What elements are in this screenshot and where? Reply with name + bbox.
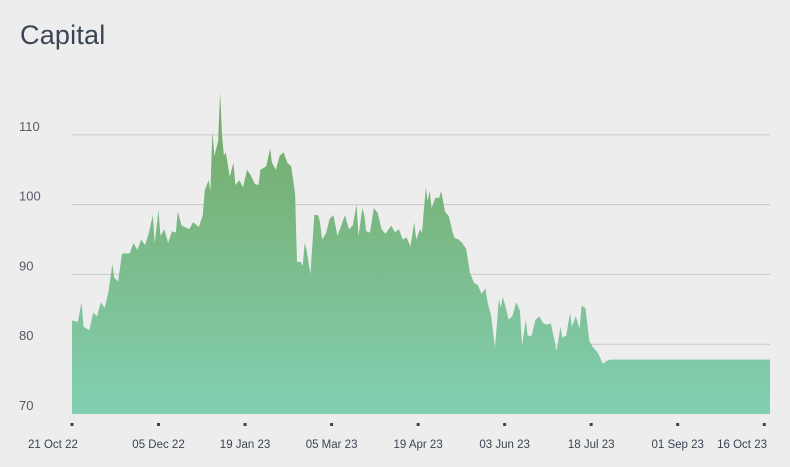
x-tick-mark <box>157 423 161 426</box>
x-tick-mark <box>589 423 593 426</box>
chart-title: Capital <box>20 20 106 50</box>
y-tick-label: 90 <box>19 258 33 273</box>
y-tick-label: 70 <box>19 398 33 413</box>
x-tick-mark <box>762 423 766 426</box>
x-tick-mark <box>70 423 74 426</box>
x-tick-label: 05 Mar 23 <box>306 439 358 451</box>
y-tick-label: 110 <box>19 119 40 134</box>
x-tick-label: 18 Jul 23 <box>568 439 615 451</box>
x-tick-label: 01 Sep 23 <box>651 439 703 451</box>
y-tick-label: 100 <box>19 189 41 204</box>
x-tick-mark <box>243 423 247 426</box>
x-tick-label: 05 Dec 22 <box>132 439 184 451</box>
y-axis: 70 80 90 100 110 <box>19 119 41 413</box>
x-tick-mark <box>503 423 507 426</box>
capital-area <box>72 93 770 414</box>
x-axis: 21 Oct 22 05 Dec 22 19 Jan 23 05 Mar 23 19 A… <box>28 423 767 451</box>
area-series <box>72 93 770 414</box>
y-tick-label: 80 <box>19 328 33 343</box>
x-tick-label: 19 Jan 23 <box>220 439 271 451</box>
x-tick-label: 03 Jun 23 <box>479 439 530 451</box>
x-tick-label: 19 Apr 23 <box>393 439 442 451</box>
x-tick-label: 21 Oct 22 <box>28 439 78 451</box>
x-tick-label: 16 Oct 23 <box>717 439 767 451</box>
x-tick-mark <box>676 423 680 426</box>
x-tick-mark <box>416 423 420 426</box>
x-tick-mark <box>330 423 334 426</box>
